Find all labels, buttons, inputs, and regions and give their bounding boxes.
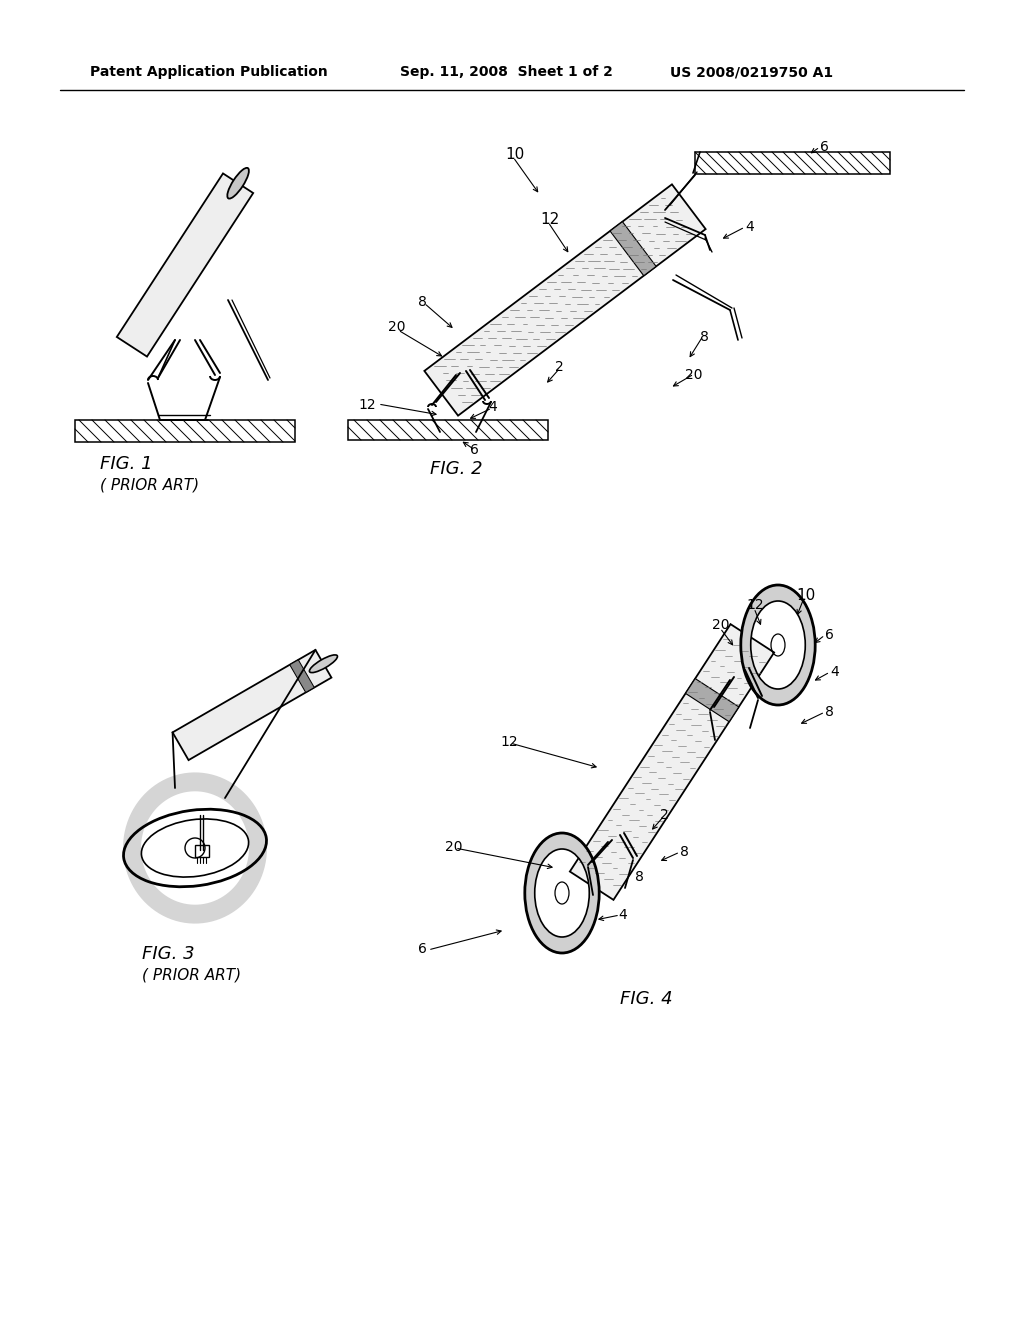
Text: 12: 12: [746, 598, 764, 612]
Text: Patent Application Publication: Patent Application Publication: [90, 65, 328, 79]
Polygon shape: [525, 833, 599, 953]
Text: 4: 4: [618, 908, 627, 921]
Text: 20: 20: [445, 840, 463, 854]
Text: FIG. 2: FIG. 2: [430, 459, 482, 478]
Text: US 2008/0219750 A1: US 2008/0219750 A1: [670, 65, 834, 79]
Polygon shape: [117, 173, 253, 356]
Text: 8: 8: [418, 294, 427, 309]
Polygon shape: [173, 649, 332, 760]
Text: 4: 4: [830, 665, 839, 678]
Text: 2: 2: [555, 360, 564, 374]
Polygon shape: [740, 585, 815, 705]
Text: FIG. 1: FIG. 1: [100, 455, 153, 473]
Text: 6: 6: [820, 140, 828, 154]
Text: Sep. 11, 2008  Sheet 1 of 2: Sep. 11, 2008 Sheet 1 of 2: [400, 65, 613, 79]
Text: 10: 10: [505, 147, 524, 162]
Text: 12: 12: [358, 399, 376, 412]
Text: 20: 20: [685, 368, 702, 381]
Text: ( PRIOR ART): ( PRIOR ART): [100, 478, 199, 492]
Polygon shape: [424, 185, 706, 416]
Text: FIG. 4: FIG. 4: [620, 990, 673, 1008]
Polygon shape: [570, 624, 774, 900]
Text: 4: 4: [488, 400, 497, 414]
Text: 10: 10: [796, 587, 815, 603]
Text: 2: 2: [660, 808, 669, 822]
Polygon shape: [290, 660, 314, 693]
Text: FIG. 3: FIG. 3: [142, 945, 195, 964]
Text: ( PRIOR ART): ( PRIOR ART): [142, 968, 241, 983]
Text: 20: 20: [712, 618, 729, 632]
Polygon shape: [123, 772, 267, 924]
Polygon shape: [685, 678, 738, 722]
Text: 6: 6: [418, 942, 427, 956]
Text: 12: 12: [500, 735, 517, 748]
Ellipse shape: [309, 655, 338, 673]
Text: 8: 8: [825, 705, 834, 719]
Text: 8: 8: [700, 330, 709, 345]
Polygon shape: [610, 222, 656, 276]
Text: 6: 6: [470, 444, 479, 457]
Text: 12: 12: [540, 213, 559, 227]
Ellipse shape: [227, 168, 249, 198]
Text: 8: 8: [680, 845, 689, 859]
Text: 6: 6: [825, 628, 834, 642]
Text: 20: 20: [388, 319, 406, 334]
Text: 4: 4: [745, 220, 754, 234]
Text: 8: 8: [635, 870, 644, 884]
